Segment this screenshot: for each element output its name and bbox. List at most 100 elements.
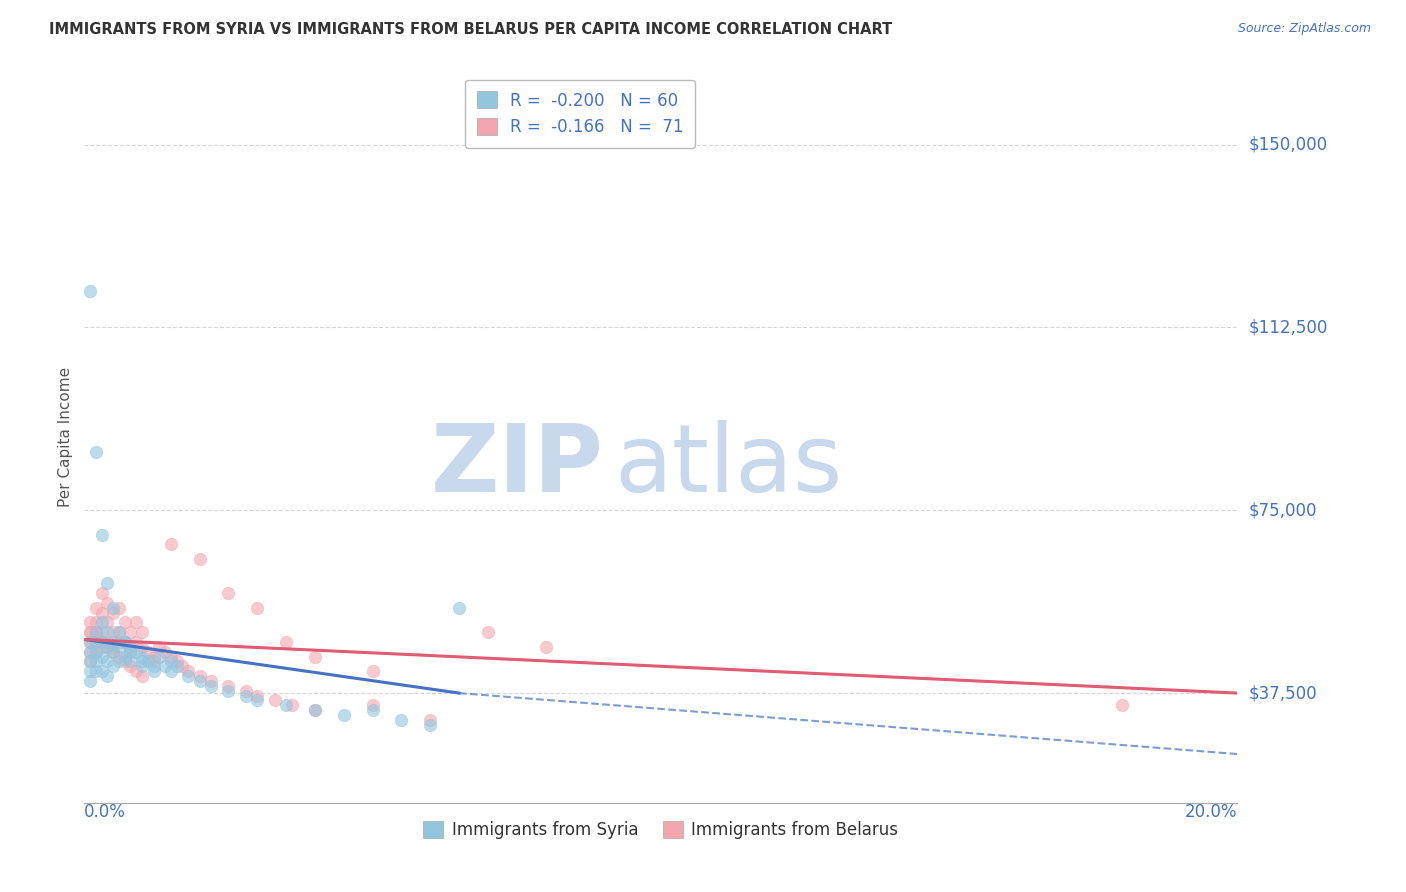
Text: $37,500: $37,500 xyxy=(1249,684,1317,702)
Point xyxy=(96,635,118,649)
Point xyxy=(361,698,384,713)
Point xyxy=(125,664,148,678)
Point xyxy=(84,625,107,640)
Point xyxy=(84,635,107,649)
Point xyxy=(188,673,211,688)
Point xyxy=(96,654,118,668)
Point xyxy=(84,645,107,659)
Point xyxy=(120,645,142,659)
Point xyxy=(103,645,124,659)
Point xyxy=(142,659,165,673)
Point xyxy=(125,645,148,659)
Point xyxy=(114,635,136,649)
Point xyxy=(246,689,269,703)
Point xyxy=(114,635,136,649)
Point xyxy=(103,625,124,640)
Point xyxy=(125,635,148,649)
Point xyxy=(120,654,142,668)
Point xyxy=(79,625,101,640)
Point xyxy=(534,640,557,654)
Point xyxy=(218,586,240,600)
Point xyxy=(166,654,188,668)
Point xyxy=(148,649,170,664)
Point xyxy=(90,649,112,664)
Point xyxy=(84,600,107,615)
Point xyxy=(79,615,101,630)
Point xyxy=(136,645,159,659)
Point xyxy=(96,640,118,654)
Point xyxy=(114,615,136,630)
Point xyxy=(108,625,131,640)
Point xyxy=(79,654,101,668)
Point xyxy=(120,659,142,673)
Point xyxy=(263,693,285,707)
Point xyxy=(108,649,131,664)
Point xyxy=(96,576,118,591)
Point xyxy=(218,679,240,693)
Point xyxy=(114,649,136,664)
Point xyxy=(172,659,194,673)
Point xyxy=(90,640,112,654)
Point xyxy=(235,689,257,703)
Point xyxy=(131,625,153,640)
Point xyxy=(96,625,118,640)
Text: $150,000: $150,000 xyxy=(1249,136,1327,153)
Point xyxy=(120,640,142,654)
Point xyxy=(200,673,222,688)
Point xyxy=(84,615,107,630)
Point xyxy=(90,635,112,649)
Point xyxy=(103,645,124,659)
Point xyxy=(84,664,107,678)
Point xyxy=(90,625,112,640)
Point xyxy=(96,669,118,683)
Point xyxy=(142,654,165,668)
Point xyxy=(120,625,142,640)
Point xyxy=(235,683,257,698)
Text: 0.0%: 0.0% xyxy=(84,803,127,821)
Point xyxy=(131,669,153,683)
Point xyxy=(96,596,118,610)
Point xyxy=(166,659,188,673)
Point xyxy=(188,552,211,566)
Point xyxy=(90,527,112,541)
Point xyxy=(304,703,326,717)
Point xyxy=(120,640,142,654)
Point xyxy=(153,659,176,673)
Point xyxy=(177,669,200,683)
Point xyxy=(79,673,101,688)
Point xyxy=(108,654,131,668)
Point xyxy=(419,718,441,732)
Point xyxy=(136,654,159,668)
Point xyxy=(96,615,118,630)
Point xyxy=(477,625,499,640)
Text: Source: ZipAtlas.com: Source: ZipAtlas.com xyxy=(1237,22,1371,36)
Point xyxy=(79,284,101,298)
Point xyxy=(79,635,101,649)
Point xyxy=(108,625,131,640)
Point xyxy=(391,713,413,727)
Point xyxy=(79,625,101,640)
Point xyxy=(84,645,107,659)
Point xyxy=(90,606,112,620)
Point xyxy=(177,664,200,678)
Text: ZIP: ZIP xyxy=(430,420,603,512)
Point xyxy=(84,635,107,649)
Point xyxy=(103,600,124,615)
Point xyxy=(125,615,148,630)
Point xyxy=(131,640,153,654)
Text: $112,500: $112,500 xyxy=(1249,318,1327,336)
Y-axis label: Per Capita Income: Per Capita Income xyxy=(58,367,73,508)
Point xyxy=(103,659,124,673)
Point xyxy=(84,654,107,668)
Point xyxy=(361,664,384,678)
Point xyxy=(79,645,101,659)
Point xyxy=(131,654,153,668)
Point xyxy=(96,640,118,654)
Point xyxy=(103,640,124,654)
Point xyxy=(361,703,384,717)
Point xyxy=(90,664,112,678)
Point xyxy=(90,635,112,649)
Point xyxy=(142,649,165,664)
Point xyxy=(131,649,153,664)
Point xyxy=(142,664,165,678)
